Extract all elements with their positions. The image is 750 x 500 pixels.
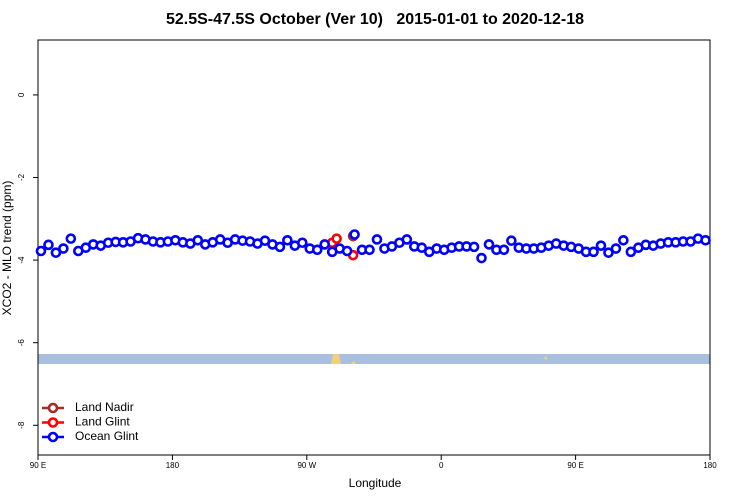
data-point — [297, 237, 308, 249]
surface-strip — [38, 354, 710, 364]
data-point — [483, 239, 495, 250]
data-point — [364, 244, 375, 256]
data-point — [371, 234, 383, 245]
data-point — [476, 252, 487, 264]
data-point — [35, 245, 47, 257]
x-tick-label: 90 W — [297, 461, 316, 470]
data-point — [331, 233, 342, 244]
x-axis-label: Longitude — [349, 476, 402, 490]
chart-title: 52.5S-47.5S October (Ver 10) 2015-01-01 … — [166, 11, 584, 28]
data-point — [282, 234, 293, 246]
data-point — [319, 239, 331, 250]
y-tick-label: -6 — [17, 339, 26, 347]
data-point — [311, 244, 323, 256]
legend-marker — [47, 402, 59, 414]
x-tick-label: 0 — [439, 461, 444, 470]
data-point — [65, 233, 77, 244]
data-point — [618, 234, 629, 246]
x-tick-label: 90 E — [30, 461, 46, 470]
y-tick-label: -2 — [17, 173, 26, 181]
data-point — [588, 246, 599, 258]
x-tick-label: 180 — [703, 461, 717, 470]
data-point — [603, 247, 614, 258]
legend-marker — [47, 417, 59, 428]
data-point — [610, 243, 622, 254]
y-tick-label: -8 — [17, 421, 26, 429]
data-point — [700, 234, 711, 246]
data-point — [43, 239, 54, 251]
land-patch — [331, 354, 547, 364]
data-point — [274, 241, 286, 253]
legend-label: Ocean Glint — [75, 429, 139, 443]
data-point — [58, 243, 69, 254]
legend-label: Land Glint — [75, 415, 130, 429]
y-axis-label: XCO2 - MLO trend (ppm) — [0, 181, 14, 316]
data-point — [498, 244, 510, 256]
legend-label: Land Nadir — [75, 400, 134, 414]
data-point — [416, 242, 428, 254]
data-point — [349, 229, 360, 240]
data-point — [341, 245, 353, 257]
data-point — [625, 246, 637, 258]
data-point — [401, 234, 413, 245]
x-tick-label: 90 E — [567, 461, 583, 470]
y-tick-label: 0 — [17, 92, 26, 97]
data-point — [50, 247, 62, 258]
data-point — [595, 240, 607, 251]
data-point — [506, 235, 517, 246]
legend-marker — [47, 431, 59, 443]
data-point — [192, 234, 204, 246]
x-tick-label: 180 — [166, 461, 180, 470]
y-tick-label: -4 — [17, 256, 26, 264]
data-point — [468, 241, 480, 253]
